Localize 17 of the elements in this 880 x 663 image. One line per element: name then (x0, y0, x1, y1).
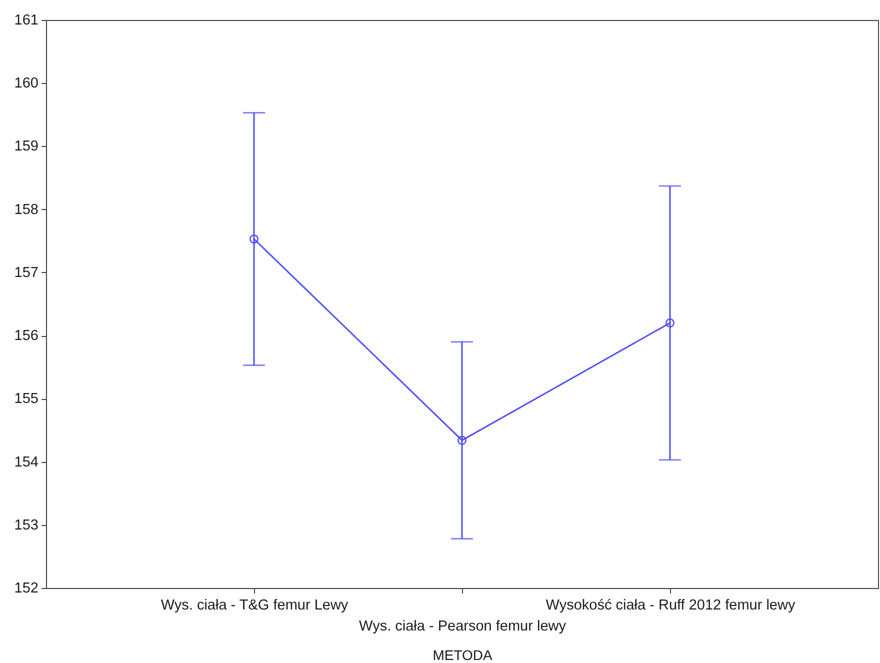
y-tick-label: 152 (14, 580, 38, 596)
y-tick-label: 157 (14, 264, 38, 281)
x-tick-label: Wysokość ciała - Ruff 2012 femur lewy (546, 598, 796, 614)
point (249, 234, 259, 244)
y-tick-label: 153 (14, 517, 38, 534)
point (665, 318, 675, 328)
y-tick-label: 159 (14, 138, 38, 155)
y-tick-label: 158 (14, 202, 38, 218)
x-axis-title: METODA (432, 647, 493, 663)
y-tick-label: 160 (14, 76, 38, 92)
y-tick-label: 154 (14, 454, 38, 470)
y-tick-label: 155 (14, 391, 38, 408)
x-tick-label: Wys. ciała - T&G femur Lewy (160, 598, 349, 614)
y-tick-label: 156 (14, 328, 38, 344)
y-tick-label: 161 (14, 12, 38, 28)
point (457, 436, 467, 445)
x-tick-label: Wys. ciała - Pearson femur lewy (359, 618, 567, 634)
